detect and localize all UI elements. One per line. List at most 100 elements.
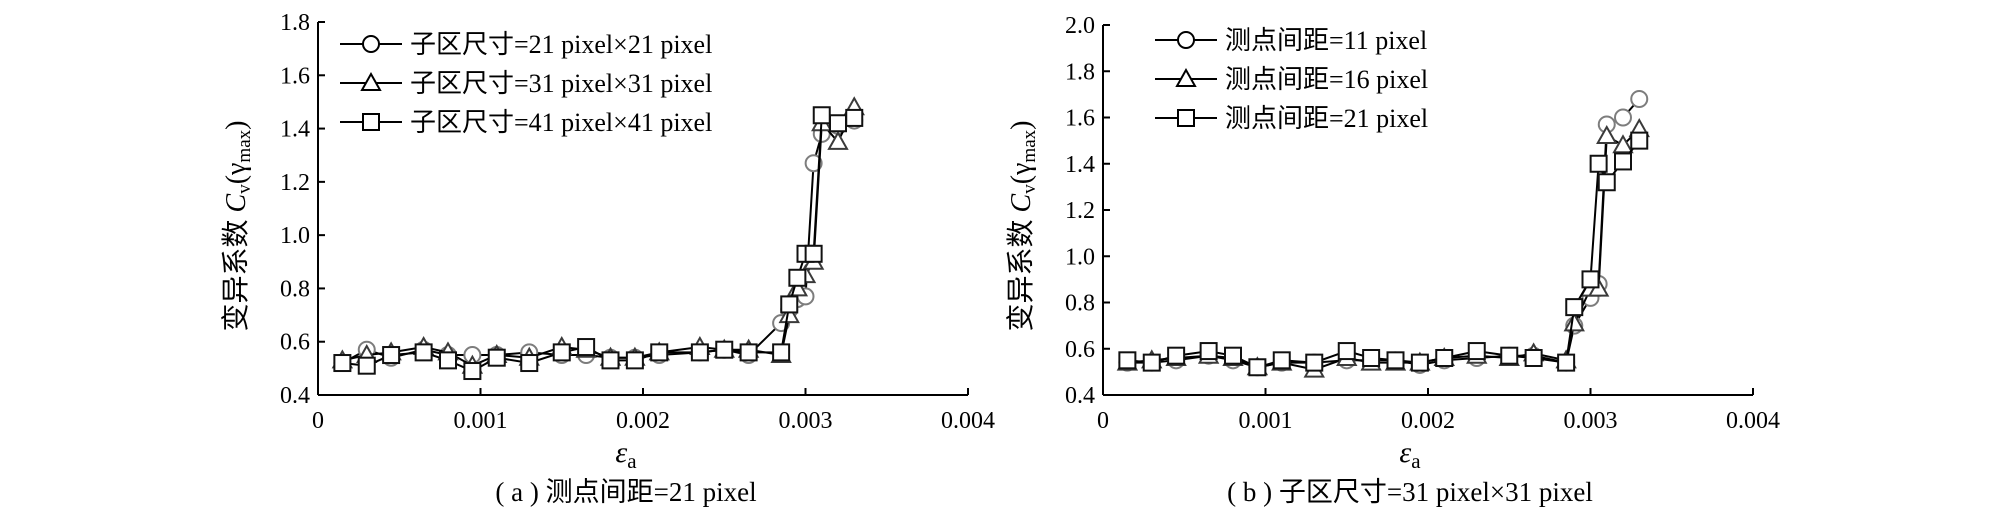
data-point [1596,124,1618,144]
legend-label: 子区尺寸=41 pixel×41 pixel [410,108,712,137]
legend-label: 测点间距=16 pixel [1225,65,1428,94]
data-point [577,338,596,357]
x-axis-label-b: εa [1399,436,1421,473]
series-b [1116,90,1650,378]
data-point [780,295,799,314]
y-ticks-b: 0.4 0.6 0.8 1.0 1.2 1.4 1.6 1.8 2.0 [1065,13,1110,409]
data-point [1305,353,1324,372]
y-tick-label: 1.6 [1065,106,1095,132]
y-axis-label-a: 变异系数 Cv(γmax) [220,121,255,332]
legend-marker-circle [362,35,380,53]
y-tick-label: 1.0 [280,223,310,249]
data-point [1612,134,1634,154]
y-axis-label-b: 变异系数 Cv(γmax) [1005,121,1040,332]
x-tick-label: 0.003 [1564,408,1618,434]
data-point [1630,90,1649,108]
data-point [333,354,352,373]
data-point [1467,342,1486,361]
x-tick-label: 0 [1097,408,1109,434]
data-point [715,340,734,359]
data-point [1248,358,1267,377]
data-point [804,244,823,263]
legend-marker-circle [1177,31,1195,49]
data-point [382,346,401,365]
legend-label: 测点间距=11 pixel [1225,26,1427,55]
x-ticks-b: 0 0.001 0.002 0.003 0.004 [1097,388,1780,434]
legend-a: 子区尺寸=21 pixel×21 pixel 子区尺寸=31 pixel×31 p… [340,30,712,137]
x-tick-label: 0.004 [941,408,995,434]
data-point [414,343,433,362]
caption-a: ( a ) 测点间距=21 pixel [495,477,756,507]
data-point [788,268,807,287]
data-point [845,108,864,127]
data-point [690,343,709,362]
data-point [1524,349,1543,367]
x-tick-label: 0 [312,408,324,434]
y-tick-label: 1.2 [280,170,310,196]
series-square [333,106,864,381]
data-point [772,343,791,362]
data-point [1581,270,1600,289]
chart-panel-a: 0.4 0.6 0.8 1.0 1.2 1.4 1.6 1.8 0 0.001 0.002 0.00… [220,10,995,507]
data-point [1563,312,1585,332]
data-point [1272,351,1291,370]
data-point [1597,173,1616,192]
series-line [1127,98,1641,369]
legend-label: 子区尺寸=31 pixel×31 pixel [410,69,712,98]
y-tick-label: 1.6 [280,63,310,89]
series-circle [333,111,864,373]
x-tick-label: 0.003 [779,408,833,434]
x-axis-label-a: εa [615,436,637,473]
data-point [1118,351,1137,370]
y-tick-label: 0.6 [280,330,310,356]
y-tick-label: 1.2 [1065,198,1095,224]
data-point [1557,353,1576,372]
data-point [439,351,457,370]
data-point [1167,346,1186,365]
x-tick-label: 0.004 [1726,408,1780,434]
data-point [1630,131,1649,150]
y-tick-label: 0.4 [1065,383,1095,409]
data-point [827,130,849,150]
data-point [463,362,482,381]
y-tick-label: 1.8 [280,10,310,36]
legend-b: 测点间距=11 pixel 测点间距=16 pixel 测点间距=21 pixel [1155,26,1428,133]
data-point [1224,346,1242,365]
data-point [1565,298,1584,317]
data-point [650,343,669,362]
legend-marker-square [362,113,380,131]
x-tick-label: 0.001 [1239,408,1293,434]
legend-label: 测点间距=21 pixel [1225,104,1428,133]
data-point [357,356,376,375]
series-line [1127,128,1641,371]
data-point [778,304,800,324]
data-point [829,114,847,133]
data-point [1614,152,1632,171]
x-tick-label: 0.002 [1401,408,1455,434]
series-line [1127,139,1641,369]
legend-label: 子区尺寸=21 pixel×21 pixel [410,30,712,59]
y-ticks-a: 0.4 0.6 0.8 1.0 1.2 1.4 1.6 1.8 [280,10,325,409]
data-point [487,348,506,367]
y-tick-label: 0.8 [280,276,310,302]
y-tick-label: 2.0 [1065,13,1095,39]
data-point [804,154,823,173]
y-tick-label: 0.6 [1065,337,1095,363]
data-point [520,354,539,373]
series-a [331,96,865,381]
x-tick-label: 0.001 [454,408,508,434]
x-ticks-a: 0 0.001 0.002 0.003 0.004 [312,388,995,434]
legend-marker-square [1177,109,1195,127]
y-tick-label: 1.4 [1065,152,1095,178]
y-tick-label: 0.4 [280,383,310,409]
data-point [552,343,571,362]
data-point [1589,154,1608,173]
data-point [812,106,831,125]
data-point [601,351,620,370]
data-point [625,351,644,370]
data-point [1199,342,1218,361]
data-point [1614,108,1632,127]
legend-marker-triangle [360,71,382,91]
data-point [1410,353,1429,372]
